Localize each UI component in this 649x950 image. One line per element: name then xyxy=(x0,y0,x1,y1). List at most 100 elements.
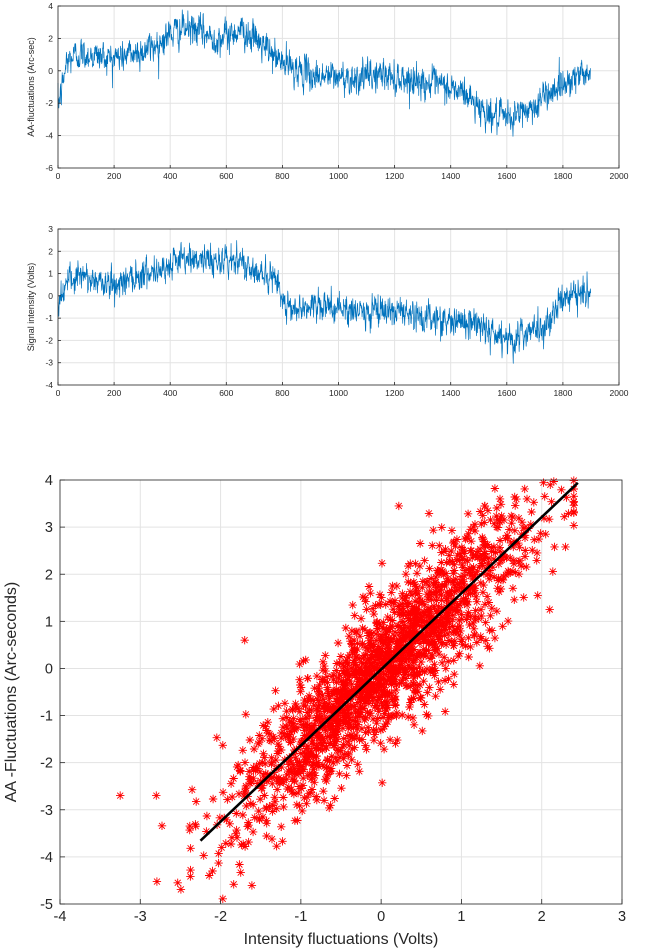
scatter-point xyxy=(394,501,403,511)
scatter-point xyxy=(452,555,461,564)
scatter-point xyxy=(341,670,350,679)
scatter-point xyxy=(381,600,390,609)
scatter-point xyxy=(377,698,386,707)
scatter-point xyxy=(273,740,283,749)
scatter-point xyxy=(520,484,529,494)
scatter-point xyxy=(487,604,496,613)
scatter-point xyxy=(351,708,360,717)
scatter-point xyxy=(401,627,410,636)
scatter-point xyxy=(418,635,428,645)
scatter-point xyxy=(378,637,387,646)
scatter-point xyxy=(342,656,352,665)
scatter-point xyxy=(470,520,480,529)
scatter-point xyxy=(422,617,431,627)
x-tick-label: 200 xyxy=(107,171,121,181)
scatter-point xyxy=(480,518,489,527)
scatter-point xyxy=(338,717,348,726)
scatter-point xyxy=(450,597,460,606)
scatter-point xyxy=(526,520,535,529)
scatter-point xyxy=(365,670,374,679)
scatter-point xyxy=(541,530,550,539)
y-axis-label: AA -Fluctuations (Arc-seconds) xyxy=(3,582,20,803)
scatter-point xyxy=(378,713,388,722)
scatter-point xyxy=(292,800,301,809)
scatter-point xyxy=(560,512,569,521)
scatter-point xyxy=(471,592,481,601)
scatter-point xyxy=(303,697,312,706)
scatter-point xyxy=(247,881,257,890)
scatter-point xyxy=(310,721,320,730)
scatter-point xyxy=(423,605,432,614)
scatter-point xyxy=(205,871,214,880)
scatter-point xyxy=(368,696,377,705)
scatter-point xyxy=(484,560,493,570)
x-tick-label: 1200 xyxy=(385,171,404,181)
y-tick-label: 2 xyxy=(48,246,53,256)
scatter-point xyxy=(381,653,391,662)
scatter-point xyxy=(437,604,447,613)
scatter-point xyxy=(381,663,390,672)
y-tick-label: -6 xyxy=(45,163,53,173)
scatter-point xyxy=(407,639,417,648)
scatter-point xyxy=(343,703,352,712)
scatter-point xyxy=(215,813,224,822)
scatter-point xyxy=(367,650,376,659)
scatter-point xyxy=(349,702,358,711)
scatter-point xyxy=(321,666,330,676)
y-tick-label: -3 xyxy=(45,358,53,368)
scatter-point xyxy=(310,771,320,780)
y-axis-label: Signal intensity (Volts) xyxy=(26,263,36,352)
scatter-point xyxy=(295,801,304,810)
scatter-point xyxy=(314,739,323,748)
scatter-point xyxy=(485,625,494,635)
scatter-point xyxy=(398,710,407,720)
scatter-point xyxy=(539,514,549,523)
scatter-point xyxy=(436,685,445,694)
scatter-point xyxy=(445,588,454,598)
scatter-point xyxy=(461,641,470,651)
y-tick-label: -1 xyxy=(40,709,53,725)
scatter-point xyxy=(186,865,195,875)
scatter-point xyxy=(462,597,471,606)
scatter-point xyxy=(348,648,357,657)
scatter-point xyxy=(244,837,253,847)
scatter-point xyxy=(319,695,328,704)
scatter-point xyxy=(400,663,410,672)
scatter-point xyxy=(373,624,382,633)
scatter-point xyxy=(353,760,362,769)
scatter-point xyxy=(323,732,332,741)
scatter-point xyxy=(343,731,352,740)
scatter-point xyxy=(384,713,393,722)
scatter-point xyxy=(430,639,440,648)
scatter-point xyxy=(315,680,324,689)
scatter-point xyxy=(464,608,473,617)
scatter-point xyxy=(344,724,353,733)
scatter-point xyxy=(478,511,487,520)
scatter-point xyxy=(309,760,318,770)
scatter-point xyxy=(274,773,284,782)
scatter-point xyxy=(395,636,404,645)
scatter-point xyxy=(421,651,431,661)
x-tick-label: 2 xyxy=(538,909,546,925)
scatter-point xyxy=(445,557,455,566)
scatter-point xyxy=(433,609,442,618)
scatter-point xyxy=(416,657,426,667)
scatter-point xyxy=(261,759,270,768)
scatter-point xyxy=(400,621,409,630)
scatter-point xyxy=(444,674,453,683)
y-tick-label: 2 xyxy=(45,567,53,583)
scatter-point xyxy=(355,632,365,641)
scatter-point xyxy=(460,547,469,556)
scatter-point xyxy=(268,779,277,788)
scatter-point xyxy=(493,515,502,524)
scatter-point xyxy=(481,542,490,551)
scatter-point xyxy=(385,688,394,698)
scatter-point xyxy=(409,606,418,615)
scatter-point xyxy=(355,654,364,663)
y-tick-label: -4 xyxy=(40,850,53,866)
scatter-point xyxy=(387,677,396,686)
scatter-point xyxy=(480,554,489,563)
x-tick-label: 400 xyxy=(163,388,177,398)
scatter-point xyxy=(262,803,271,812)
scatter-point xyxy=(361,650,370,660)
